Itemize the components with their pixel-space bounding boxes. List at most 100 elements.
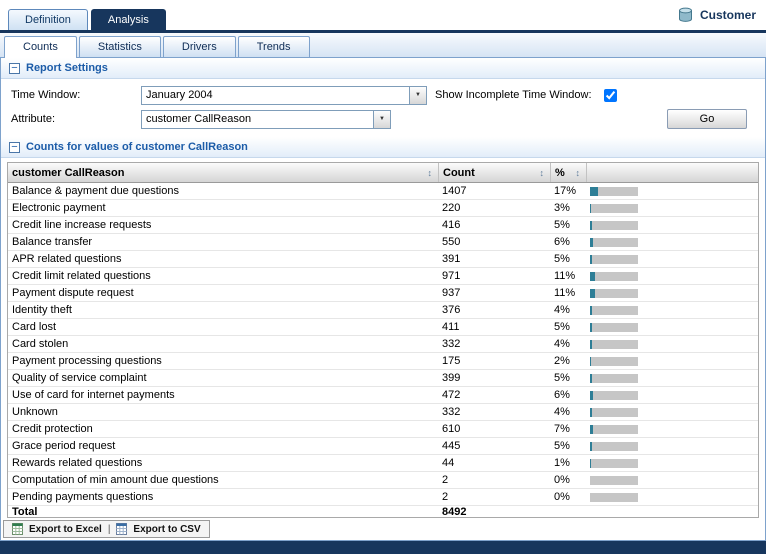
export-csv-link[interactable]: Export to CSV	[133, 523, 201, 535]
report-settings-panel: Time Window: January 2004 ▼ Show Incompl…	[1, 79, 765, 137]
sub-tab-strip: Counts Statistics Drivers Trends	[0, 33, 766, 58]
col-header-pct[interactable]: % ↕	[550, 163, 586, 182]
row-count: 391	[442, 253, 461, 265]
row-bar	[586, 237, 758, 247]
row-label: Balance & payment due questions	[12, 185, 179, 197]
row-count: 2	[442, 474, 449, 486]
sub-tab-trends[interactable]: Trends	[237, 36, 310, 57]
table-row: Card lost 411 5%	[8, 319, 758, 336]
row-label: Computation of min amount due questions	[12, 474, 219, 486]
row-pct: 4%	[554, 304, 570, 316]
row-label: Use of card for internet payments	[12, 389, 175, 401]
attribute-value: customer CallReason	[146, 113, 252, 125]
pct-bar	[590, 220, 638, 230]
show-incomplete-label: Show Incomplete Time Window:	[435, 89, 592, 101]
row-bar	[586, 390, 758, 400]
table-row: Identity theft 376 4%	[8, 302, 758, 319]
row-count: 376	[442, 304, 461, 316]
dropdown-arrow-icon[interactable]: ▼	[373, 110, 390, 128]
row-bar	[586, 254, 758, 264]
top-tab-bar: Definition Analysis	[8, 9, 166, 30]
pct-bar	[590, 254, 638, 264]
row-bar	[586, 441, 758, 451]
col-header-bar	[586, 163, 758, 182]
table-row: Unknown 332 4%	[8, 404, 758, 421]
row-count: 971	[442, 270, 461, 282]
col-label-callreason: customer CallReason	[12, 166, 125, 179]
row-label: Grace period request	[12, 440, 116, 452]
counts-collapse-icon[interactable]: −	[9, 141, 20, 153]
counts-section-title: Counts for values of customer CallReason	[26, 141, 248, 153]
table-row: Use of card for internet payments 472 6%	[8, 387, 758, 404]
col-label-count: Count	[443, 166, 475, 179]
pct-bar-fill	[590, 322, 593, 332]
row-count: 399	[442, 372, 461, 384]
table-row: Credit protection 610 7%	[8, 421, 758, 438]
pct-bar	[590, 492, 638, 502]
pct-bar-fill	[590, 203, 592, 213]
row-bar	[586, 458, 758, 468]
sub-tab-counts[interactable]: Counts	[4, 36, 77, 58]
row-bar	[586, 356, 758, 366]
pct-bar-fill	[590, 441, 593, 451]
row-pct: 1%	[554, 457, 570, 469]
sub-tab-drivers[interactable]: Drivers	[162, 36, 236, 57]
row-bar	[586, 475, 758, 485]
table-row: Card stolen 332 4%	[8, 336, 758, 353]
row-count: 610	[442, 423, 461, 435]
row-count: 44	[442, 457, 455, 469]
pct-bar	[590, 237, 638, 247]
row-bar	[586, 305, 758, 315]
row-label: APR related questions	[12, 253, 122, 265]
table-row: Pending payments questions 2 0%	[8, 489, 758, 506]
table-body: Balance & payment due questions 1407 17% El…	[8, 183, 758, 506]
pct-bar	[590, 271, 638, 281]
show-incomplete-checkbox[interactable]	[603, 88, 617, 102]
col-header-count[interactable]: Count ↕	[438, 163, 550, 182]
pct-bar	[590, 475, 638, 485]
row-pct: 6%	[554, 389, 570, 401]
export-excel-link[interactable]: Export to Excel	[29, 523, 102, 535]
attribute-select[interactable]: customer CallReason ▼	[141, 109, 391, 129]
table-row: Credit line increase requests 416 5%	[8, 217, 758, 234]
row-count: 550	[442, 236, 461, 248]
row-label: Electronic payment	[12, 202, 106, 214]
pct-bar	[590, 339, 638, 349]
top-tab-analysis[interactable]: Analysis	[90, 9, 166, 30]
row-label: Unknown	[12, 406, 58, 418]
row-label: Identity theft	[12, 304, 72, 316]
attribute-row: Attribute: customer CallReason ▼ Go	[11, 109, 755, 129]
row-pct: 11%	[554, 287, 576, 299]
sub-tab-statistics[interactable]: Statistics	[78, 36, 161, 57]
row-pct: 0%	[554, 491, 570, 503]
row-pct: 4%	[554, 338, 570, 350]
row-count: 175	[442, 355, 461, 367]
row-pct: 4%	[554, 406, 570, 418]
total-label: Total	[12, 506, 38, 518]
row-count: 332	[442, 338, 461, 350]
col-header-callreason[interactable]: customer CallReason ↕	[8, 163, 438, 182]
pct-bar-fill	[590, 254, 593, 264]
table-row: Balance & payment due questions 1407 17%	[8, 183, 758, 200]
report-settings-collapse-icon[interactable]: −	[9, 62, 20, 74]
counts-section-header: − Counts for values of customer CallReas…	[1, 137, 765, 158]
excel-icon	[12, 523, 23, 535]
row-bar	[586, 186, 758, 196]
time-window-value: January 2004	[146, 89, 213, 101]
dropdown-arrow-icon[interactable]: ▼	[409, 86, 426, 104]
pct-bar	[590, 373, 638, 383]
top-tab-definition[interactable]: Definition	[8, 9, 88, 30]
total-count: 8492	[442, 506, 467, 518]
bottom-strip	[0, 541, 766, 554]
table-row: Credit limit related questions 971 11%	[8, 268, 758, 285]
row-bar	[586, 203, 758, 213]
pct-bar	[590, 322, 638, 332]
table-row: Payment dispute request 937 11%	[8, 285, 758, 302]
row-label: Balance transfer	[12, 236, 93, 248]
pct-bar	[590, 203, 638, 213]
brand-label: Customer	[699, 8, 756, 22]
time-window-select[interactable]: January 2004 ▼	[141, 85, 427, 105]
go-button[interactable]: Go	[667, 109, 747, 129]
table-header: customer CallReason ↕ Count ↕ % ↕	[8, 163, 758, 183]
table-row: Computation of min amount due questions 2…	[8, 472, 758, 489]
